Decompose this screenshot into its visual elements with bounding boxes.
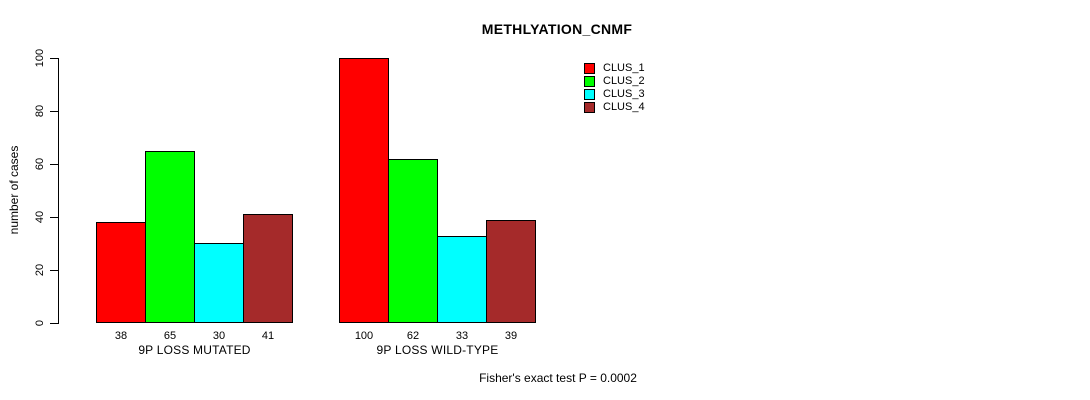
legend-item-clus_4: CLUS_4 [584, 101, 645, 114]
bar-value-label: 62 [406, 330, 420, 342]
y-axis-tick [50, 164, 58, 165]
bar-clus_3-group2 [437, 236, 487, 323]
bar-value-label: 65 [163, 330, 177, 342]
bar-value-label: 30 [212, 330, 226, 342]
y-axis-tick [50, 323, 58, 324]
legend-item-clus_2: CLUS_2 [584, 75, 645, 88]
bar-clus_2-group1 [145, 151, 195, 323]
y-axis-tick-label: 0 [34, 319, 46, 327]
bar-clus_4-group2 [486, 220, 536, 323]
bar-clus_1-group2 [339, 58, 389, 323]
bar-clus_3-group1 [194, 243, 244, 323]
y-axis-tick-label: 100 [34, 48, 46, 68]
y-axis-tick [50, 58, 58, 59]
group-label: 9P LOSS WILD-TYPE [376, 343, 499, 357]
y-axis-tick-label: 60 [34, 157, 46, 171]
annotation: Fisher's exact test P = 0.0002 [479, 371, 637, 385]
legend-swatch-clus_4 [584, 102, 595, 113]
bar-clus_1-group1 [96, 222, 146, 323]
legend-label: CLUS_3 [603, 88, 645, 100]
legend-swatch-clus_3 [584, 89, 595, 100]
bar-clus_4-group1 [243, 214, 293, 323]
legend-label: CLUS_1 [603, 62, 645, 74]
legend-item-clus_1: CLUS_1 [584, 62, 645, 75]
y-axis-tick-label: 40 [34, 210, 46, 224]
y-axis-tick [50, 217, 58, 218]
group-label: 9P LOSS MUTATED [138, 343, 251, 357]
y-axis-tick-label: 80 [34, 104, 46, 118]
y-axis-tick-label: 20 [34, 263, 46, 277]
bar-value-label: 39 [504, 330, 518, 342]
legend-label: CLUS_2 [603, 75, 645, 87]
y-axis-tick [50, 111, 58, 112]
bar-value-label: 38 [114, 330, 128, 342]
bar-value-label: 100 [354, 330, 374, 342]
y-axis-line [58, 58, 59, 324]
legend-item-clus_3: CLUS_3 [584, 88, 645, 101]
legend-label: CLUS_4 [603, 101, 645, 113]
y-axis-label: number of cases [7, 145, 21, 235]
legend-swatch-clus_1 [584, 63, 595, 74]
chart-title: METHLYATION_CNMF [481, 21, 633, 37]
y-axis-tick [50, 270, 58, 271]
bar-value-label: 41 [261, 330, 275, 342]
legend-swatch-clus_2 [584, 76, 595, 87]
bar-value-label: 33 [455, 330, 469, 342]
bar-clus_2-group2 [388, 159, 438, 323]
legend: CLUS_1 CLUS_2 CLUS_3 CLUS_4 [584, 62, 645, 114]
